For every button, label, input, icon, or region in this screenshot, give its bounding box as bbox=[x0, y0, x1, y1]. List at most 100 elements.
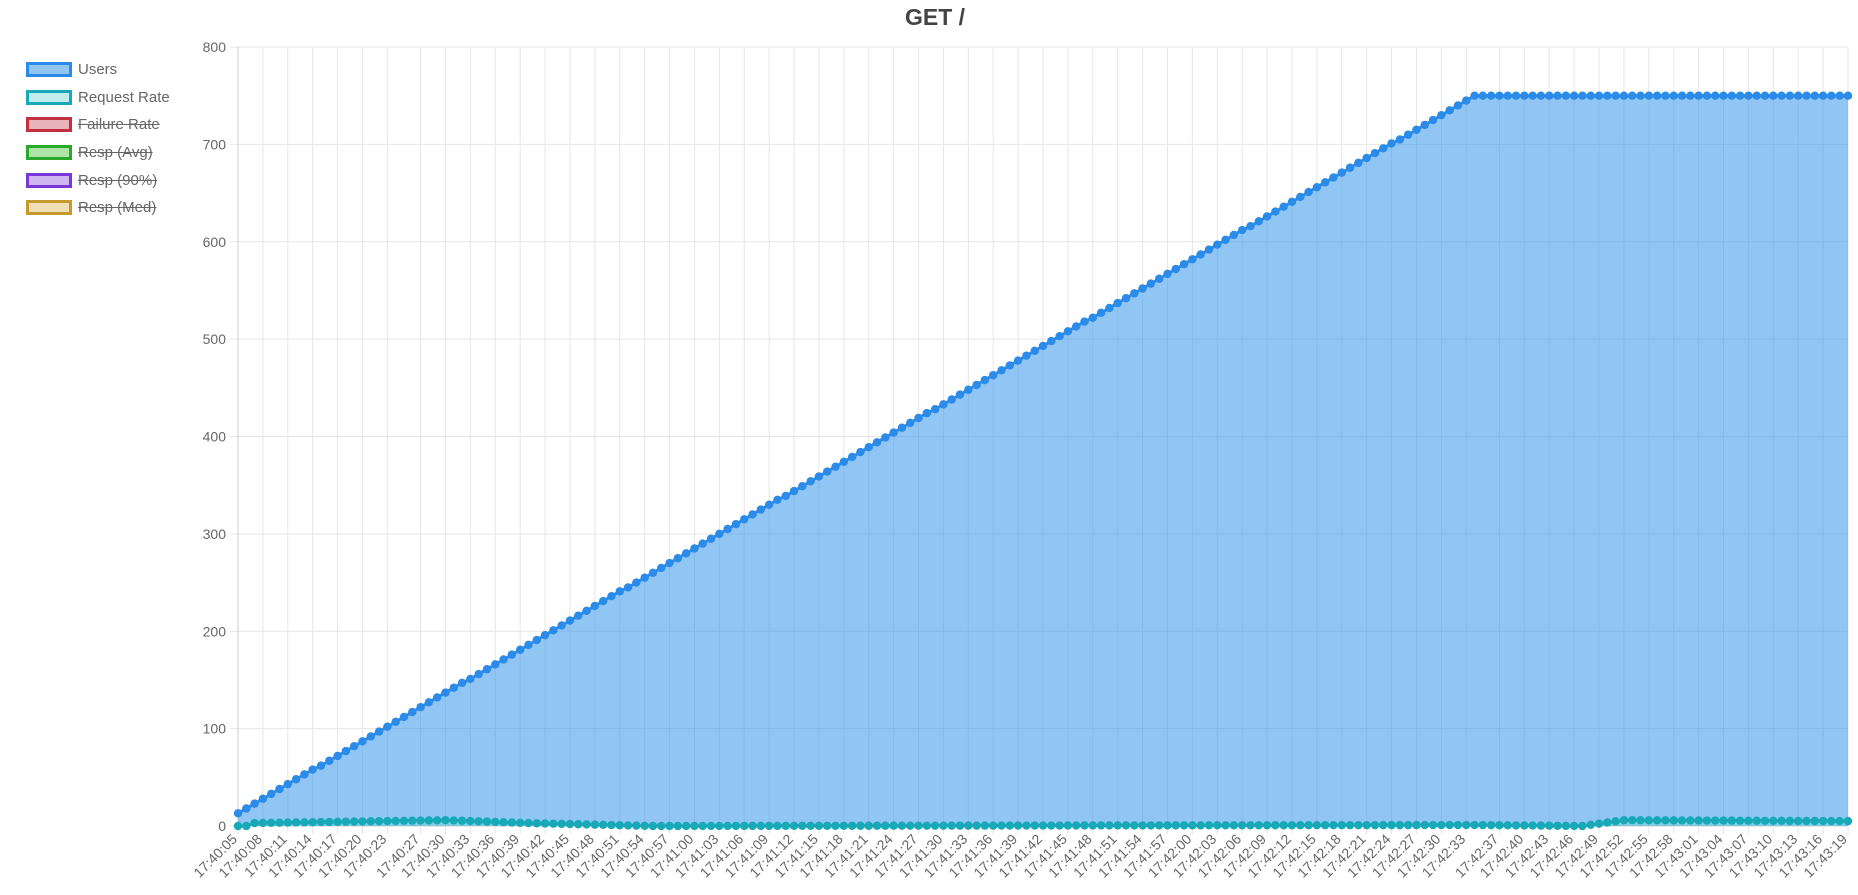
data-point-request-rate bbox=[740, 821, 749, 831]
data-point-users bbox=[1520, 91, 1529, 100]
data-point-users bbox=[1669, 91, 1678, 100]
data-point-users bbox=[1802, 91, 1811, 100]
data-point-request-rate bbox=[1553, 821, 1562, 830]
data-point-request-rate bbox=[1619, 815, 1629, 825]
legend-item-users[interactable]: Users bbox=[26, 56, 196, 84]
data-point-request-rate bbox=[1370, 820, 1380, 830]
data-point-request-rate bbox=[806, 821, 815, 831]
legend-swatch-resp-90 bbox=[26, 172, 72, 188]
data-point-users bbox=[316, 761, 326, 770]
data-point-users bbox=[549, 626, 558, 635]
data-point-users bbox=[764, 500, 774, 509]
data-point-users bbox=[449, 683, 458, 692]
data-point-request-rate bbox=[1047, 821, 1056, 830]
data-point-request-rate bbox=[1760, 816, 1770, 825]
data-point-users bbox=[1545, 91, 1554, 100]
data-point-request-rate bbox=[1669, 816, 1678, 825]
data-point-request-rate bbox=[1578, 821, 1587, 831]
data-point-request-rate bbox=[939, 821, 948, 830]
data-point-users bbox=[291, 775, 301, 784]
data-point-request-rate bbox=[1304, 821, 1313, 830]
data-point-request-rate bbox=[1038, 821, 1048, 830]
data-point-users bbox=[1511, 91, 1521, 100]
data-point-users bbox=[989, 370, 998, 380]
data-point-request-rate bbox=[1777, 816, 1786, 826]
data-point-request-rate bbox=[349, 817, 359, 826]
data-point-request-rate bbox=[823, 821, 832, 830]
data-point-users bbox=[997, 366, 1006, 375]
data-point-request-rate bbox=[1719, 816, 1728, 825]
legend-item-failure-rate[interactable]: Failure Rate bbox=[26, 111, 196, 139]
data-point-users bbox=[1030, 346, 1039, 356]
data-point-request-rate bbox=[1453, 820, 1463, 830]
data-point-users bbox=[1204, 245, 1214, 254]
data-point-users bbox=[507, 650, 517, 659]
data-point-users bbox=[648, 568, 658, 578]
data-point-users bbox=[1594, 91, 1604, 100]
data-point-request-rate bbox=[1005, 821, 1015, 830]
data-point-request-rate bbox=[831, 821, 840, 830]
data-point-request-rate bbox=[482, 817, 492, 826]
data-point-users bbox=[1171, 264, 1180, 274]
data-point-users bbox=[756, 505, 766, 514]
data-point-users bbox=[1694, 91, 1703, 100]
data-point-users bbox=[1013, 356, 1023, 365]
data-point-request-rate bbox=[1022, 821, 1031, 830]
data-point-request-rate bbox=[640, 821, 649, 831]
series bbox=[233, 91, 1853, 831]
data-point-request-rate bbox=[1835, 816, 1844, 826]
data-point-users bbox=[1686, 91, 1695, 100]
data-point-request-rate bbox=[997, 821, 1006, 830]
data-point-users bbox=[1179, 259, 1189, 269]
legend-item-request-rate[interactable]: Request Rate bbox=[26, 84, 196, 112]
data-point-request-rate bbox=[1387, 820, 1396, 830]
data-point-request-rate bbox=[690, 821, 699, 831]
data-point-request-rate bbox=[582, 820, 591, 829]
data-point-request-rate bbox=[706, 821, 716, 831]
legend-label-resp-90: Resp (90%) bbox=[78, 171, 158, 189]
data-point-users bbox=[1760, 91, 1770, 100]
data-point-users bbox=[657, 563, 666, 573]
data-point-request-rate bbox=[1428, 820, 1438, 830]
data-point-users bbox=[1603, 91, 1612, 100]
data-point-users bbox=[557, 621, 566, 630]
data-point-request-rate bbox=[1611, 817, 1620, 826]
data-point-request-rate bbox=[449, 816, 458, 825]
data-point-request-rate bbox=[980, 821, 990, 830]
data-point-users bbox=[300, 770, 309, 779]
y-tick-label: 800 bbox=[203, 39, 227, 55]
data-point-request-rate bbox=[1412, 820, 1421, 830]
data-point-users bbox=[872, 438, 882, 447]
legend-item-resp-avg[interactable]: Resp (Avg) bbox=[26, 139, 196, 167]
data-point-request-rate bbox=[466, 816, 475, 826]
data-point-users bbox=[1262, 212, 1272, 221]
legend-label-request-rate: Request Rate bbox=[78, 88, 170, 106]
data-point-users bbox=[1154, 274, 1164, 283]
data-point-request-rate bbox=[1686, 816, 1695, 825]
data-point-users bbox=[665, 558, 674, 568]
data-point-request-rate bbox=[789, 821, 799, 831]
data-point-users bbox=[1777, 91, 1786, 100]
data-point-request-rate bbox=[1545, 821, 1554, 830]
data-point-request-rate bbox=[1171, 821, 1180, 830]
legend-item-resp-med[interactable]: Resp (Med) bbox=[26, 194, 196, 222]
data-point-request-rate bbox=[1735, 816, 1745, 825]
data-point-users bbox=[1163, 269, 1172, 279]
legend-item-resp-90[interactable]: Resp (90%) bbox=[26, 166, 196, 194]
data-point-users bbox=[424, 698, 434, 707]
data-point-users bbox=[408, 707, 417, 717]
data-point-request-rate bbox=[1561, 821, 1571, 831]
data-point-users bbox=[482, 665, 492, 674]
data-point-users bbox=[532, 635, 541, 645]
series-area-users bbox=[238, 95, 1848, 826]
data-point-request-rate bbox=[1354, 820, 1363, 830]
data-point-request-rate bbox=[897, 821, 907, 830]
data-point-users bbox=[1727, 91, 1737, 100]
data-point-users bbox=[1412, 125, 1421, 134]
data-point-users bbox=[823, 467, 832, 476]
data-point-request-rate bbox=[1312, 821, 1322, 830]
legend-swatch-failure-rate bbox=[26, 117, 72, 133]
data-point-users bbox=[806, 477, 815, 486]
data-point-users bbox=[1304, 187, 1313, 197]
data-point-request-rate bbox=[1727, 816, 1737, 825]
